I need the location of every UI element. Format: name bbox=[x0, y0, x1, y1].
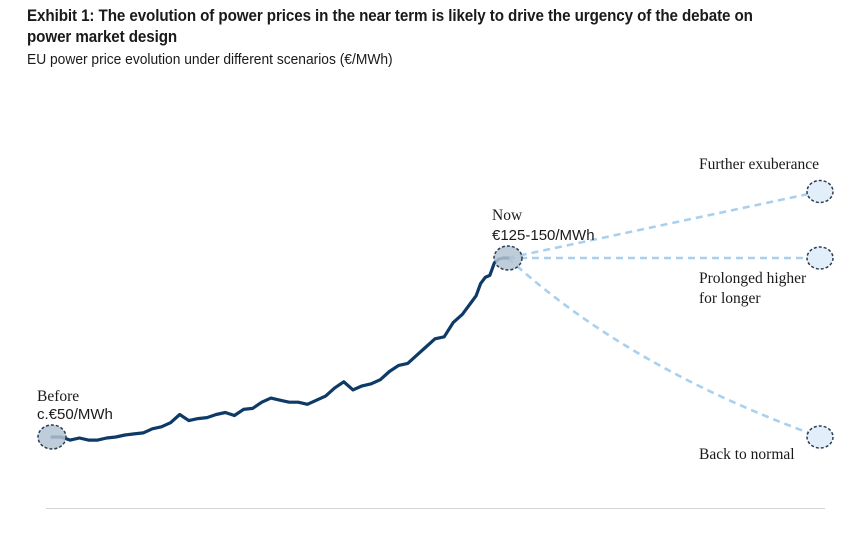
now-label: Now bbox=[492, 207, 523, 224]
scenario-label-prolonged-line1: Prolonged higher bbox=[699, 270, 807, 287]
scenario-label-further-exuberance: Further exuberance bbox=[699, 156, 819, 173]
scenario-marker-prolonged-higher-for-longer bbox=[806, 246, 834, 270]
scenario-line-back-to-normal bbox=[507, 257, 821, 439]
scenario-label-back-to-normal: Back to normal bbox=[699, 446, 795, 463]
footer-divider bbox=[46, 508, 825, 509]
history-price-line bbox=[50, 256, 510, 442]
before-marker bbox=[37, 424, 67, 450]
scenario-label-prolonged-line2: for longer bbox=[699, 290, 761, 307]
exhibit-subtitle: EU power price evolution under different… bbox=[27, 51, 393, 68]
now-marker bbox=[493, 245, 523, 271]
scenario-marker-back-to-normal bbox=[806, 425, 834, 449]
scenario-marker-further-exuberance bbox=[806, 179, 834, 204]
before-value-label: c.€50/MWh bbox=[37, 406, 113, 423]
scenario-line-further-exuberance bbox=[507, 190, 821, 260]
now-value-label: €125-150/MWh bbox=[492, 227, 595, 244]
exhibit-title: Exhibit 1: The evolution of power prices… bbox=[27, 7, 753, 46]
before-label: Before bbox=[37, 388, 79, 405]
